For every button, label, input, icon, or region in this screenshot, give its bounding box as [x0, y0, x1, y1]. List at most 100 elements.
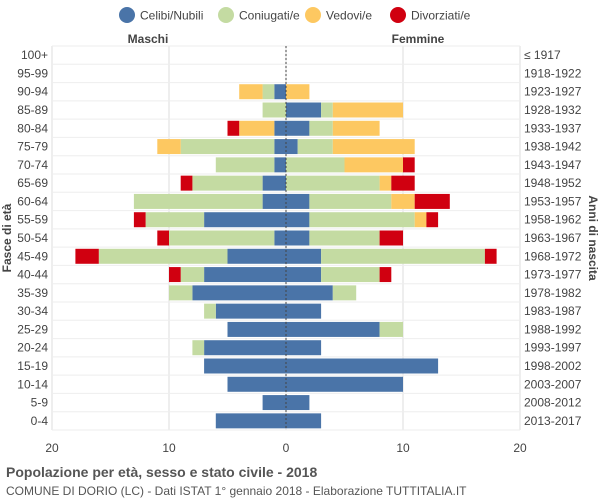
bar-male-divorziati — [75, 248, 99, 264]
bar-female-celibi — [286, 120, 310, 136]
birth-year-label: 1983-1987 — [524, 304, 582, 318]
bar-male-coniugati — [215, 157, 275, 173]
age-group-label: 65-69 — [17, 176, 48, 190]
bar-female-celibi — [286, 212, 310, 228]
age-group-label: 55-59 — [17, 213, 48, 227]
x-tick-label: 0 — [283, 441, 290, 455]
age-group-label: 75-79 — [17, 140, 48, 154]
x-tick-label: 10 — [162, 441, 176, 455]
bar-male-celibi — [204, 267, 286, 283]
age-group-label: 80-84 — [17, 121, 48, 135]
bar-female-divorziati — [391, 175, 415, 191]
bar-female-divorziati — [403, 157, 415, 173]
bar-female-celibi — [286, 303, 322, 319]
bar-female-vedovi — [332, 102, 403, 118]
birth-year-label: 1993-1997 — [524, 341, 582, 355]
age-group-label: 40-44 — [17, 268, 48, 282]
age-group-label: 70-74 — [17, 158, 48, 172]
bar-female-coniugati — [286, 157, 345, 173]
birth-year-label: 1948-1952 — [524, 176, 582, 190]
bar-female-celibi — [286, 267, 322, 283]
bar-male-vedovi — [239, 120, 275, 136]
bar-male-celibi — [262, 175, 286, 191]
bar-male-coniugati — [169, 230, 275, 246]
bar-male-celibi — [204, 212, 286, 228]
age-group-label: 60-64 — [17, 194, 48, 208]
bar-female-coniugati — [321, 267, 380, 283]
bar-female-celibi — [286, 413, 322, 429]
bar-female-coniugati — [332, 285, 357, 301]
bar-female-celibi — [286, 139, 298, 155]
bar-male-celibi — [227, 321, 286, 337]
age-group-label: 0-4 — [31, 414, 49, 428]
birth-year-label: 1963-1967 — [524, 231, 582, 245]
legend-label: Vedovi/e — [326, 9, 372, 23]
bar-female-divorziati — [484, 248, 497, 264]
birth-year-label: 1953-1957 — [524, 194, 582, 208]
bar-male-celibi — [274, 120, 286, 136]
bar-male-divorziati — [157, 230, 169, 246]
bar-male-coniugati — [192, 340, 205, 356]
left-side-label: Maschi — [128, 32, 169, 46]
bar-female-celibi — [286, 376, 403, 392]
age-group-label: 50-54 — [17, 231, 48, 245]
bar-female-coniugati — [309, 193, 392, 209]
right-side-label: Femmine — [392, 32, 445, 46]
bar-male-coniugati — [180, 267, 205, 283]
bar-male-celibi — [262, 395, 286, 411]
bar-female-divorziati — [379, 230, 403, 246]
birth-year-label: 1918-1922 — [524, 66, 582, 80]
bar-female-vedovi — [414, 212, 427, 228]
x-tick-label: 20 — [45, 441, 59, 455]
birth-year-label: 1998-2002 — [524, 359, 582, 373]
bar-male-celibi — [262, 193, 286, 209]
bar-female-celibi — [286, 193, 310, 209]
age-group-label: 20-24 — [17, 341, 48, 355]
birth-year-label: 1938-1942 — [524, 140, 582, 154]
bar-female-vedovi — [286, 84, 310, 100]
bar-male-coniugati — [180, 139, 275, 155]
bar-female-celibi — [286, 395, 310, 411]
bar-male-celibi — [227, 248, 286, 264]
bar-female-coniugati — [309, 120, 333, 136]
legend-marker — [119, 7, 135, 23]
bar-female-coniugati — [309, 212, 415, 228]
birth-year-label: 1943-1947 — [524, 158, 582, 172]
x-tick-label: 10 — [396, 441, 410, 455]
bar-male-celibi — [274, 157, 286, 173]
bar-male-coniugati — [145, 212, 205, 228]
bar-male-celibi — [274, 139, 286, 155]
bar-female-celibi — [286, 248, 322, 264]
birth-year-label: 2013-2017 — [524, 414, 582, 428]
bar-female-celibi — [286, 285, 333, 301]
bar-female-vedovi — [379, 175, 392, 191]
birth-year-label: 1928-1932 — [524, 103, 582, 117]
bar-female-coniugati — [321, 102, 333, 118]
bar-male-coniugati — [262, 84, 275, 100]
bar-female-vedovi — [332, 139, 415, 155]
legend-marker — [305, 7, 321, 23]
bar-male-divorziati — [227, 120, 240, 136]
bar-male-celibi — [204, 340, 286, 356]
bar-female-vedovi — [344, 157, 403, 173]
age-group-label: 35-39 — [17, 286, 48, 300]
bar-male-coniugati — [169, 285, 193, 301]
bar-female-celibi — [286, 321, 380, 337]
bars — [75, 84, 497, 429]
age-group-label: 30-34 — [17, 304, 48, 318]
bar-male-divorziati — [169, 267, 181, 283]
chart-title: Popolazione per età, sesso e stato civil… — [6, 464, 318, 480]
legend-marker — [218, 7, 234, 23]
bar-female-divorziati — [379, 267, 392, 283]
bar-female-celibi — [286, 340, 322, 356]
legend: Celibi/Nubili Coniugati/e Vedovi/e Divorzia… — [119, 7, 471, 23]
bar-female-coniugati — [379, 321, 403, 337]
bar-male-celibi — [215, 303, 286, 319]
bar-female-coniugati — [297, 139, 333, 155]
bar-male-divorziati — [133, 212, 146, 228]
age-group-label: 5-9 — [31, 396, 49, 410]
legend-label: Coniugati/e — [239, 9, 300, 23]
age-group-label: 85-89 — [17, 103, 48, 117]
birth-year-label: 1933-1937 — [524, 121, 582, 135]
